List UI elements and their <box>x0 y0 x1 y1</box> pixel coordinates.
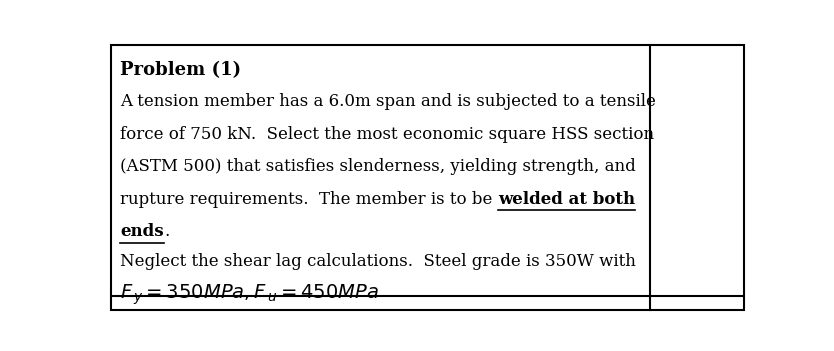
Text: A tension member has a 6.0m span and is subjected to a tensile: A tension member has a 6.0m span and is … <box>120 93 656 111</box>
Text: ends: ends <box>120 223 164 240</box>
Text: force of 750 kN.  Select the most economic square HSS section: force of 750 kN. Select the most economi… <box>120 126 655 143</box>
Text: (ASTM 500) that satisfies slenderness, yielding strength, and: (ASTM 500) that satisfies slenderness, y… <box>120 158 636 176</box>
Text: .: . <box>164 223 169 240</box>
Text: welded at both: welded at both <box>498 191 636 208</box>
Text: $\mathit{F}_{\,y}=350\mathit{MPa},\mathit{F}_{\,u}=450\mathit{MPa}$: $\mathit{F}_{\,y}=350\mathit{MPa},\mathi… <box>120 283 379 307</box>
FancyBboxPatch shape <box>111 45 744 310</box>
Text: rupture requirements.  The member is to be: rupture requirements. The member is to b… <box>120 191 498 208</box>
Text: Neglect the shear lag calculations.  Steel grade is 350W with: Neglect the shear lag calculations. Stee… <box>120 253 636 270</box>
Text: Problem (1): Problem (1) <box>120 61 242 79</box>
